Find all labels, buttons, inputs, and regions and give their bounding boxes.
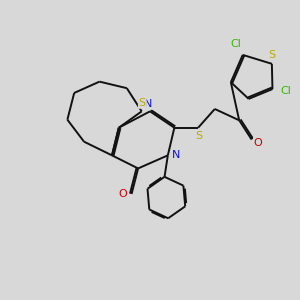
Text: S: S bbox=[195, 131, 202, 141]
Text: S: S bbox=[139, 98, 146, 108]
Text: N: N bbox=[172, 150, 180, 160]
Text: Cl: Cl bbox=[231, 40, 242, 50]
Text: Cl: Cl bbox=[280, 85, 291, 96]
Text: S: S bbox=[268, 50, 275, 61]
Text: N: N bbox=[144, 99, 153, 109]
Text: O: O bbox=[254, 138, 262, 148]
Text: O: O bbox=[119, 189, 128, 199]
